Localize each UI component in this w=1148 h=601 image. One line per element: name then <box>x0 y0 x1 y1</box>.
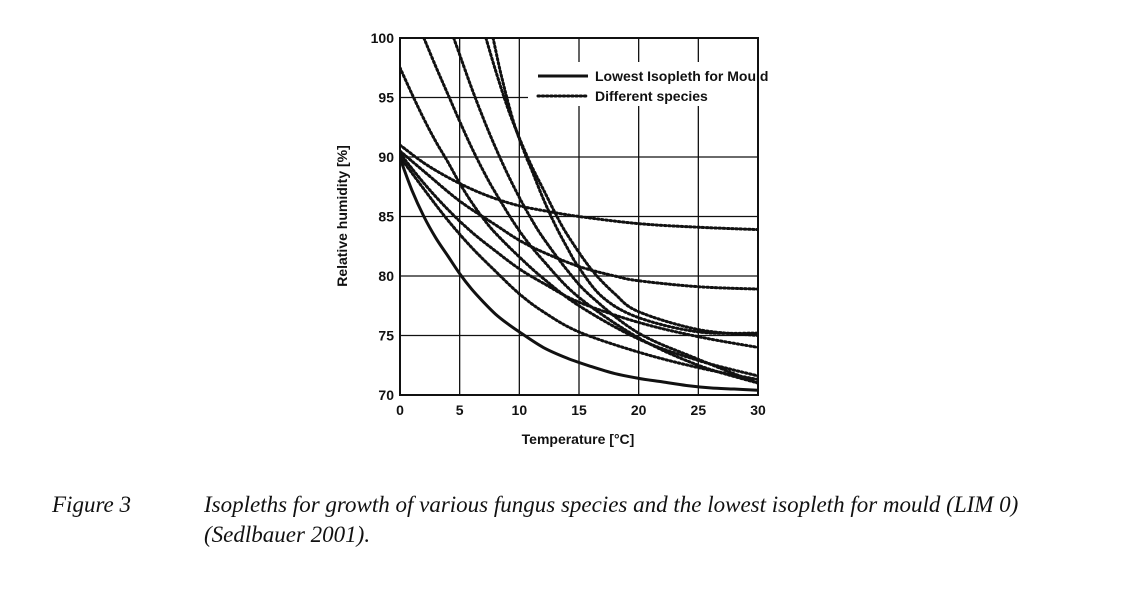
series-line-species-1 <box>400 143 758 232</box>
series-line-species-6 <box>422 38 758 385</box>
x-tick-label: 15 <box>571 402 587 418</box>
y-tick-label: 85 <box>378 209 394 225</box>
y-tick-label: 70 <box>378 387 394 403</box>
y-tick-label: 80 <box>378 268 394 284</box>
y-tick-label: 95 <box>378 90 394 106</box>
legend: Lowest Isopleth for Mould Different spec… <box>528 62 768 106</box>
y-axis-label: Relative humidity [%] <box>334 145 350 287</box>
x-tick-label: 0 <box>396 402 404 418</box>
isopleth-chart: Lowest Isopleth for Mould Different spec… <box>334 30 768 447</box>
series-line-species-8 <box>484 38 758 337</box>
series-line-species-2 <box>400 149 758 291</box>
x-tick-label: 30 <box>750 402 766 418</box>
legend-label-lowest-isopleth: Lowest Isopleth for Mould <box>595 68 768 84</box>
y-tick-label: 75 <box>378 328 394 344</box>
y-tick-label: 90 <box>378 149 394 165</box>
series-line-lowest-isopleth <box>400 157 758 392</box>
x-tick-label: 5 <box>456 402 464 418</box>
legend-background <box>528 62 758 106</box>
chart-area: Lowest Isopleth for Mould Different spec… <box>334 30 768 447</box>
x-tick-label: 20 <box>631 402 647 418</box>
figure-number: Figure 3 <box>52 492 131 517</box>
series-line-species-9 <box>491 38 758 335</box>
x-tick-label: 25 <box>691 402 707 418</box>
series-line-species-7 <box>452 38 758 385</box>
y-tick-label: 100 <box>371 30 395 46</box>
series-line-species-3 <box>400 151 758 349</box>
series-line-species-5 <box>400 66 758 378</box>
series-line-species-4 <box>400 155 758 382</box>
series-lines <box>400 38 758 392</box>
x-axis-label: Temperature [°C] <box>522 431 635 447</box>
legend-label-different-species: Different species <box>595 88 708 104</box>
tick-labels: 0 5 10 15 20 25 30 70 75 80 85 90 95 100 <box>371 30 766 418</box>
plot-frame <box>399 37 759 396</box>
figure-caption-text: Isopleths for growth of various fungus s… <box>204 492 1019 547</box>
x-tick-label: 10 <box>512 402 528 418</box>
